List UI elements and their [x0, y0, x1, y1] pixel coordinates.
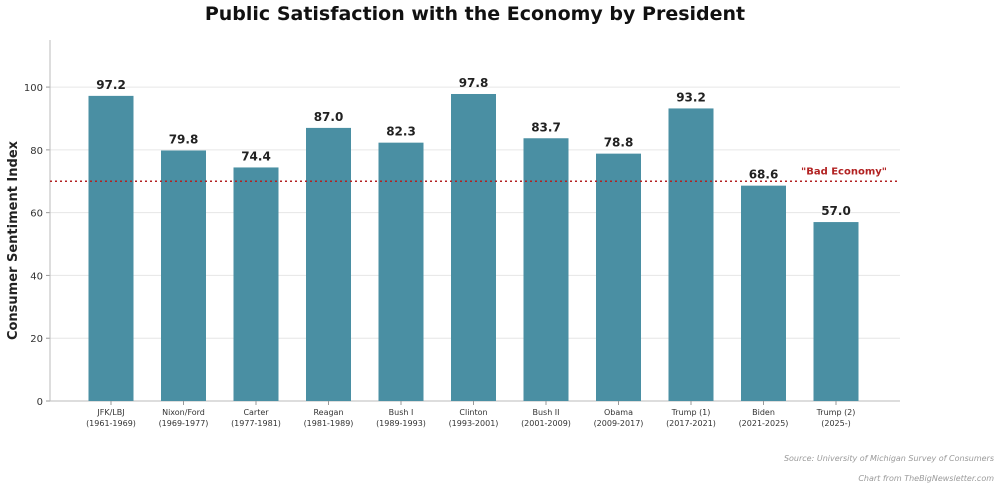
- bad-economy-label: "Bad Economy": [801, 166, 887, 177]
- value-label: 68.6: [749, 168, 779, 182]
- chart-title: Public Satisfaction with the Economy by …: [204, 3, 746, 25]
- x-tick-sublabel: (1969-1977): [159, 419, 209, 428]
- value-label: 74.4: [241, 149, 271, 163]
- x-tick-label: Trump (2): [816, 408, 856, 417]
- credit-note: Chart from TheBigNewsletter.com: [858, 474, 994, 483]
- value-label: 97.8: [459, 76, 489, 90]
- x-tick-label: Obama: [604, 408, 633, 417]
- x-tick-label: Biden: [752, 408, 775, 417]
- x-tick-sublabel: (2021-2025): [739, 419, 789, 428]
- x-tick-sublabel: (1989-1993): [376, 419, 426, 428]
- x-tick-sublabel: (1981-1989): [304, 419, 354, 428]
- value-label: 97.2: [96, 78, 126, 92]
- bar: [813, 222, 859, 401]
- y-axis-label: Consumer Sentiment Index: [6, 140, 21, 340]
- x-tick-sublabel: (1961-1969): [86, 419, 136, 428]
- bar: [378, 142, 424, 401]
- x-tick-label: Nixon/Ford: [162, 408, 205, 417]
- y-tick-label: 0: [37, 397, 43, 408]
- bar: [88, 95, 134, 401]
- x-tick-label: Carter: [243, 408, 269, 417]
- x-tick-label: Bush II: [532, 408, 559, 417]
- value-label: 57.0: [821, 204, 851, 218]
- x-tick-label: Reagan: [313, 408, 343, 417]
- bar: [233, 167, 279, 401]
- bar: [451, 93, 496, 401]
- x-tick-label: Bush I: [389, 408, 414, 417]
- x-tick-sublabel: (2009-2017): [594, 419, 644, 428]
- x-tick-sublabel: (1993-2001): [449, 419, 499, 428]
- x-tick-label: JFK/LBJ: [96, 408, 124, 417]
- source-note: Source: University of Michigan Survey of…: [783, 454, 994, 463]
- value-label: 83.7: [531, 120, 561, 134]
- value-label: 82.3: [386, 125, 416, 139]
- value-label: 79.8: [169, 132, 199, 146]
- bar: [306, 127, 351, 401]
- bar: [596, 153, 641, 401]
- value-label: 87.0: [314, 110, 344, 124]
- bar: [741, 185, 786, 401]
- bar: [523, 138, 569, 402]
- y-tick-label: 20: [30, 334, 43, 345]
- y-tick-label: 80: [30, 146, 43, 157]
- x-tick-sublabel: (2001-2009): [521, 419, 571, 428]
- x-tick-label: Clinton: [459, 408, 487, 417]
- value-label: 93.2: [676, 90, 706, 104]
- y-tick-label: 100: [24, 83, 43, 94]
- bar: [161, 150, 206, 401]
- x-tick-sublabel: (1977-1981): [231, 419, 281, 428]
- y-tick-label: 60: [30, 209, 43, 220]
- y-tick-label: 40: [30, 271, 43, 282]
- value-label: 78.8: [604, 136, 634, 150]
- x-tick-sublabel: (2025-): [821, 419, 851, 428]
- bar: [668, 108, 714, 401]
- x-tick-label: Trump (1): [671, 408, 711, 417]
- x-tick-sublabel: (2017-2021): [666, 419, 716, 428]
